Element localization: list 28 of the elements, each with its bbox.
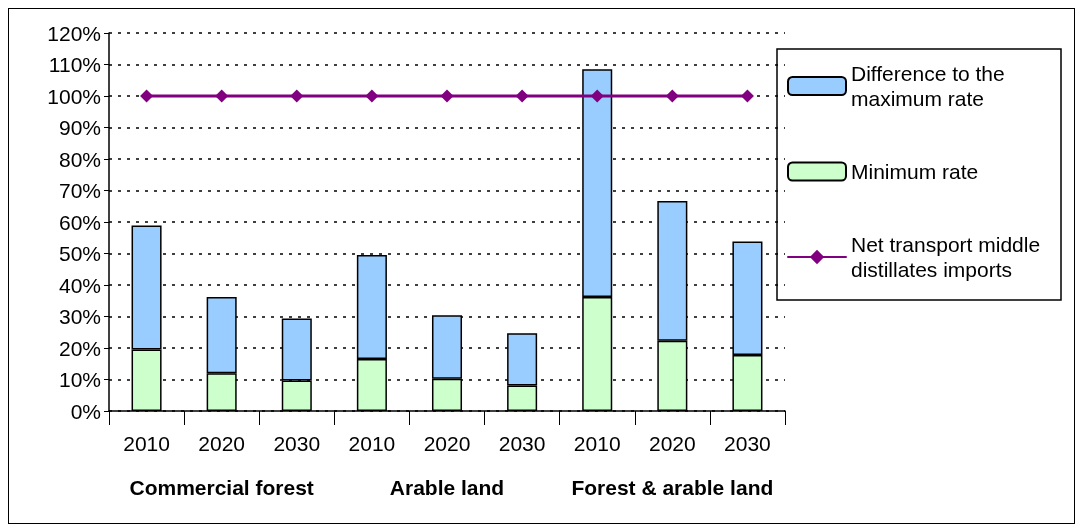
y-tick-label: 110% bbox=[48, 53, 101, 76]
x-tick-label: 2020 bbox=[198, 432, 246, 455]
legend-label: Minimum rate bbox=[851, 160, 979, 183]
y-tick-label: 40% bbox=[58, 273, 101, 297]
x-tick-label: 2030 bbox=[498, 432, 546, 455]
y-tick-label: 50% bbox=[58, 242, 101, 265]
x-tick-label: 2010 bbox=[573, 432, 621, 455]
x-tick-label: 2030 bbox=[724, 432, 771, 455]
x-tick-label: 2010 bbox=[348, 432, 396, 455]
text: Commercial forest bbox=[129, 476, 314, 499]
y-tick-label: 80% bbox=[58, 147, 101, 171]
y-tick-label: 0% bbox=[70, 399, 101, 423]
y-tick-label: 10% bbox=[58, 368, 101, 391]
y-tick-label: 30% bbox=[58, 305, 101, 328]
y-tick-label: 120% bbox=[47, 21, 101, 45]
y-tick-label: 100% bbox=[47, 84, 101, 108]
y-tick-label: 70% bbox=[58, 179, 101, 202]
legend-label: Net transport middle distillates imports bbox=[851, 233, 1046, 281]
x-tick-label: 2010 bbox=[123, 432, 170, 455]
text: Forest & arable land bbox=[571, 476, 774, 499]
text: Arable land bbox=[389, 476, 505, 499]
x-tick-label: 2020 bbox=[648, 432, 696, 455]
y-tick-label: 90% bbox=[58, 116, 101, 139]
y-tick-label: 20% bbox=[58, 336, 101, 360]
legend-label: Difference to the maximum rate bbox=[851, 62, 1011, 110]
x-tick-label: 2030 bbox=[273, 432, 321, 455]
x-tick-label: 2020 bbox=[423, 432, 471, 455]
y-tick-label: 60% bbox=[58, 210, 101, 234]
